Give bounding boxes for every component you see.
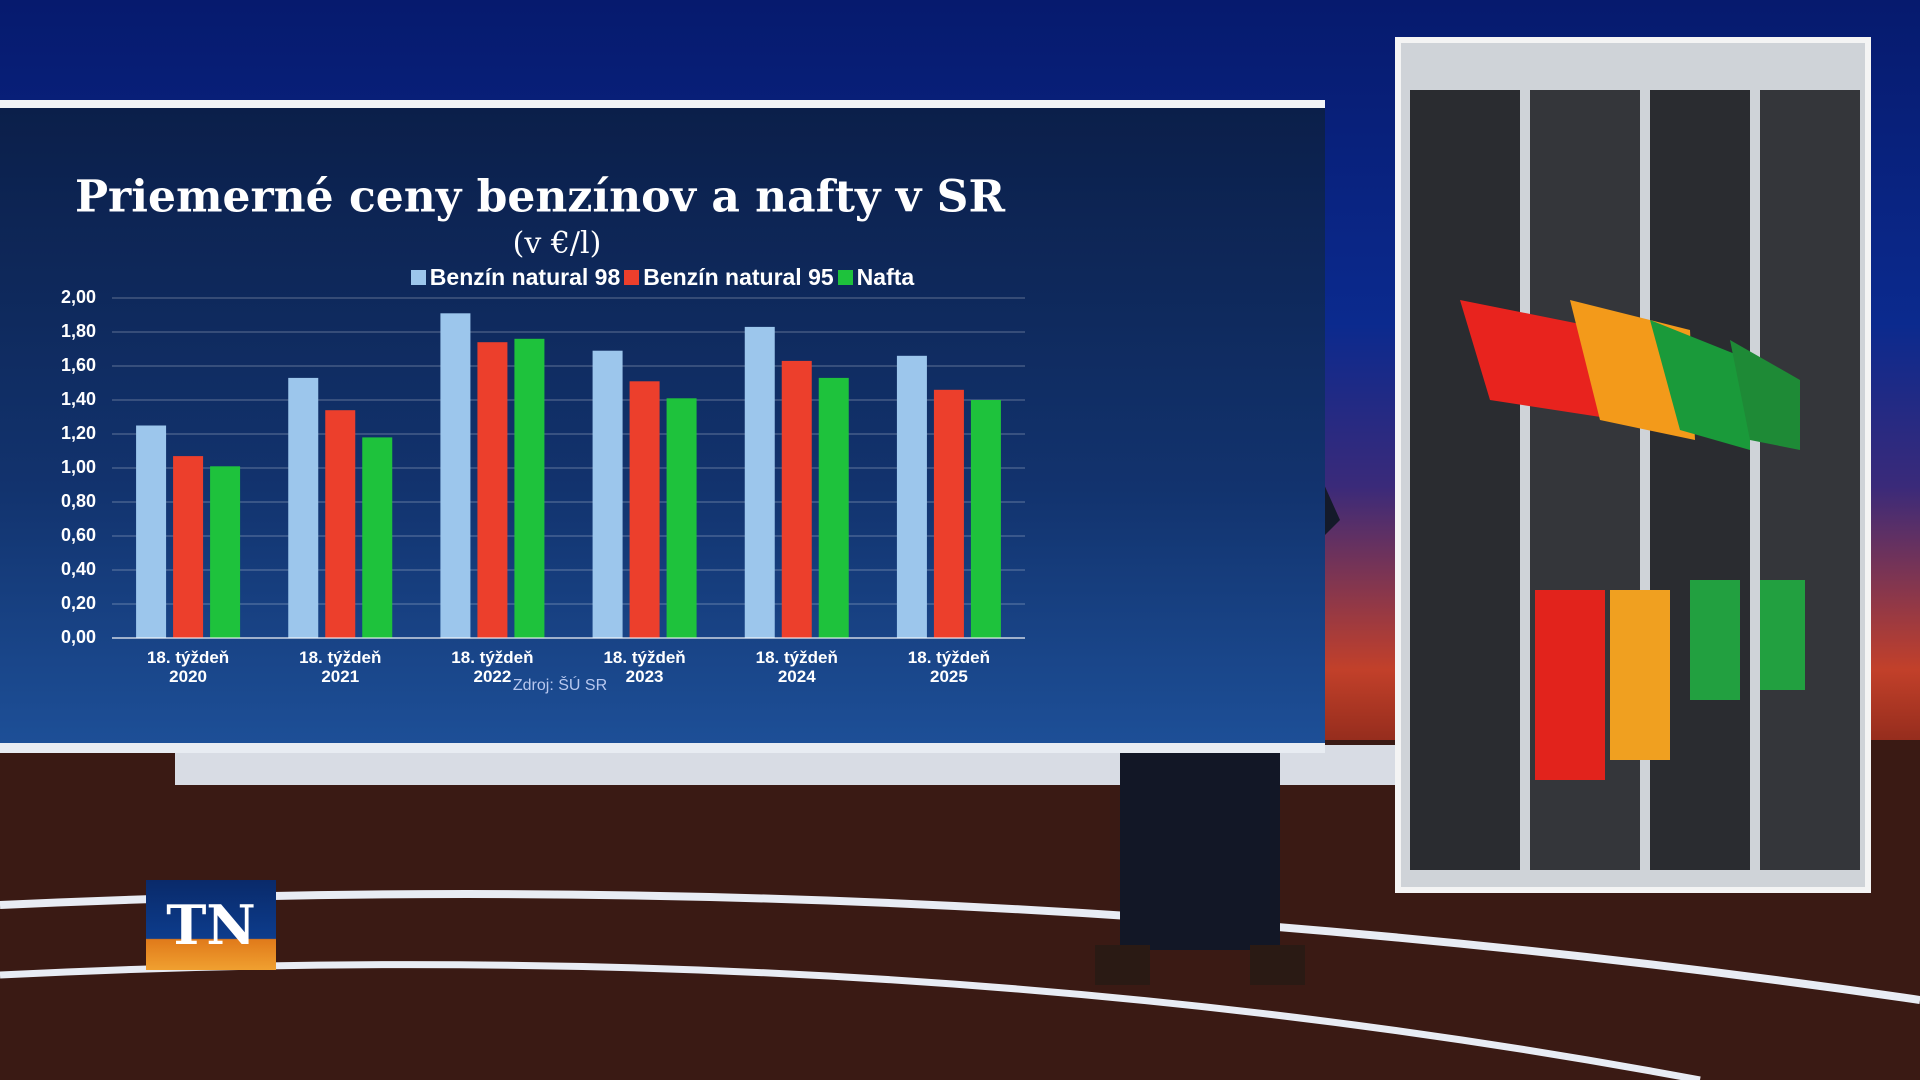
hose-green: [1690, 580, 1740, 700]
pump-body: [1760, 90, 1860, 870]
bar: [514, 338, 545, 638]
channel-logo: TN: [146, 880, 276, 970]
bar: [440, 313, 471, 638]
chart-panel: Priemerné ceny benzínov a nafty v SR (v …: [0, 100, 1325, 753]
y-tick-label: 0,20: [61, 593, 96, 613]
legend-label: Benzín natural 98: [429, 264, 621, 290]
nozzle-green: [1730, 340, 1800, 450]
y-tick-label: 1,40: [61, 389, 96, 409]
y-tick-label: 0,00: [61, 627, 96, 647]
legend-item: Benzín natural 95: [624, 264, 834, 291]
hose-green: [1760, 580, 1805, 690]
hose-orange: [1610, 590, 1670, 760]
source-note: Zdroj: ŠÚ SR: [513, 675, 607, 694]
bar: [818, 377, 849, 638]
bar: [288, 377, 319, 638]
y-tick-label: 0,40: [61, 559, 96, 579]
bar: [970, 400, 1001, 638]
presenter-shoe: [1250, 945, 1305, 985]
legend-swatch: [624, 270, 640, 285]
chart: Priemerné ceny benzínov a nafty v SR (v …: [61, 172, 1025, 694]
y-tick-label: 1,00: [61, 457, 96, 477]
legend-swatch: [837, 270, 853, 285]
bar: [477, 342, 508, 638]
bar: [629, 381, 660, 638]
bar: [933, 389, 964, 638]
bar: [325, 410, 356, 638]
y-tick-label: 2,00: [61, 287, 96, 307]
x-tick-label: 18. týždeň 2024: [755, 648, 838, 686]
bar: [362, 437, 393, 638]
chart-title: Priemerné ceny benzínov a nafty v SR: [75, 172, 1005, 223]
bar: [666, 398, 697, 638]
y-tick-label: 1,60: [61, 355, 96, 375]
bar: [173, 456, 204, 638]
legend-swatch: [410, 270, 426, 285]
bar: [744, 326, 775, 638]
chart-subtitle: (v €/l): [513, 226, 602, 261]
x-tick-label: 18. týždeň 2021: [299, 648, 382, 686]
bar: [781, 360, 812, 638]
presenter-shoe: [1095, 945, 1150, 985]
bar: [210, 466, 241, 638]
legend-item: Benzín natural 98: [410, 264, 621, 291]
legend-item: Nafta: [837, 264, 915, 291]
x-tick-label: 18. týždeň 2023: [603, 648, 686, 686]
x-tick-label: 18. týždeň 2025: [907, 648, 990, 686]
floor-stripe: [0, 890, 1920, 1004]
y-tick-label: 1,20: [61, 423, 96, 443]
y-tick-label: 0,80: [61, 491, 96, 511]
legend-label: Nafta: [856, 264, 915, 290]
x-tick-label: 18. týždeň 2022: [451, 648, 534, 686]
nozzle-green: [1650, 320, 1750, 450]
x-tick-label: 18. týždeň 2020: [146, 648, 230, 686]
bar: [136, 425, 167, 638]
pump-body: [1410, 90, 1520, 870]
legend-label: Benzín natural 95: [643, 264, 834, 290]
bar: [592, 350, 623, 638]
y-tick-label: 1,80: [61, 321, 96, 341]
bar: [896, 355, 927, 638]
y-tick-label: 0,60: [61, 525, 96, 545]
hose-red: [1535, 590, 1605, 780]
legend: Benzín natural 98 Benzín natural 95 Nafta: [0, 264, 1325, 291]
